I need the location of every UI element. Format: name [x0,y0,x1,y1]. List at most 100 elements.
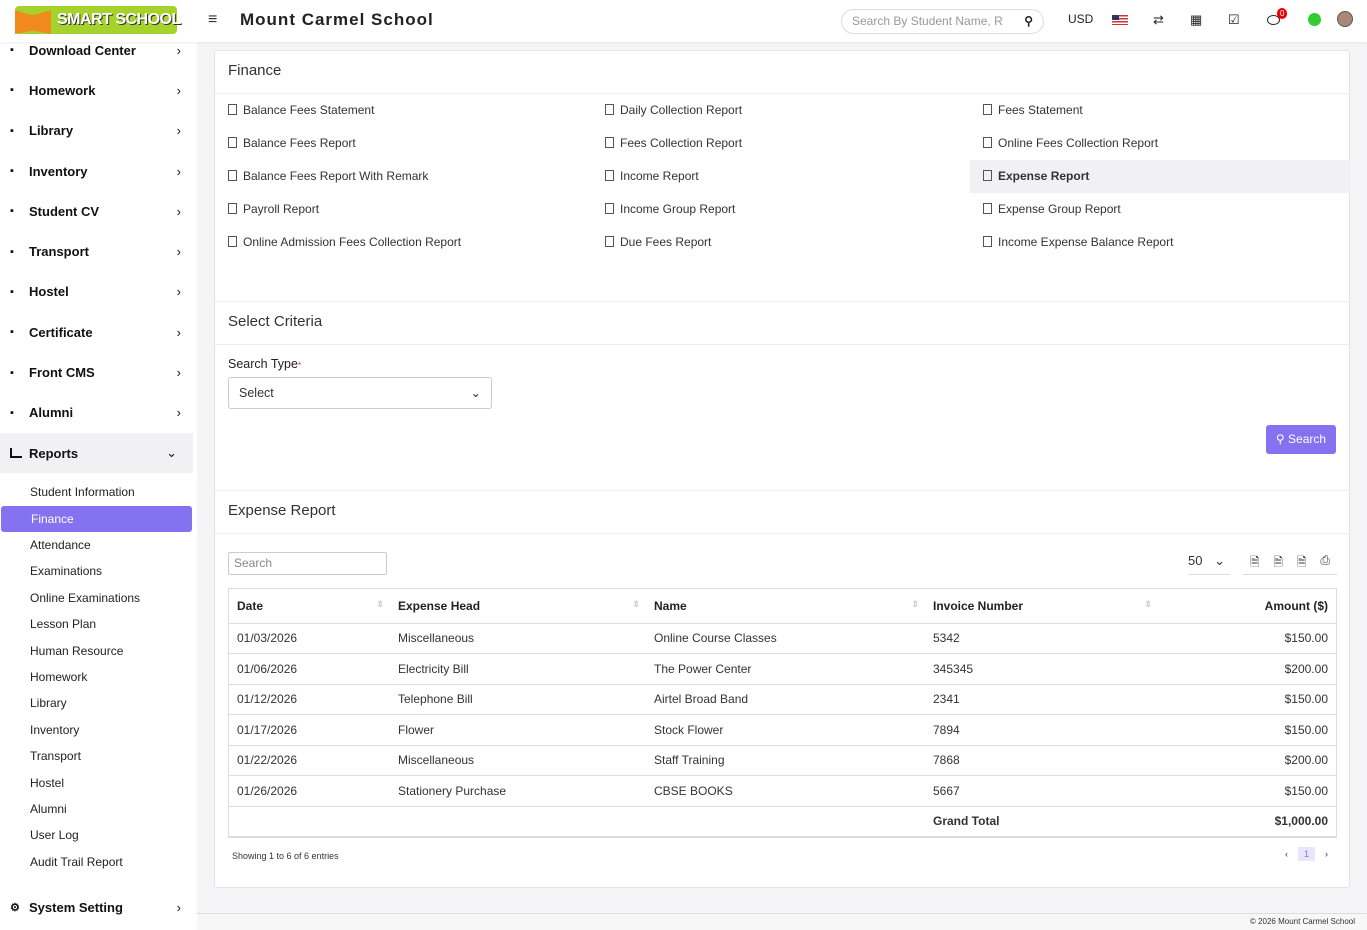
finance-link[interactable]: Due Fees Report [592,226,970,259]
sidebar-item-transport[interactable]: ▪ Transport › [10,244,181,260]
prev-page-button[interactable]: ‹ [1285,849,1288,859]
file-icon [605,236,614,247]
page-size-select[interactable]: 50 ⌄ [1188,553,1230,575]
sidebar-sub-library[interactable]: Library [30,696,67,711]
finance-link[interactable]: Online Admission Fees Collection Report [215,226,592,259]
chevron-right-icon: › [176,899,181,915]
page-1-button[interactable]: 1 [1298,847,1316,861]
grand-total-label: Grand Total [925,806,1158,837]
menu-toggle-icon[interactable]: ≡ [208,11,218,28]
whatsapp-icon[interactable] [1308,13,1321,26]
sidebar-sub-online-examinations[interactable]: Online Examinations [30,590,141,605]
finance-link[interactable]: Income Report [592,160,970,193]
us-flag-icon[interactable] [1112,15,1128,25]
finance-link[interactable]: Income Group Report [592,193,970,226]
file-icon [228,236,237,247]
sidebar-item-system-setting[interactable]: ⚙ System Setting › [10,899,181,915]
column-header[interactable]: Date ⇕ [229,589,390,624]
table-row: 01/06/2026 Electricity Bill The Power Cent… [229,653,1336,685]
finance-link[interactable]: Payroll Report [215,193,592,226]
finance-link[interactable]: Daily Collection Report [592,94,970,127]
sidebar-sub-examinations[interactable]: Examinations [30,564,103,579]
finance-link[interactable]: Income Expense Balance Report [970,226,1350,259]
file-icon [983,170,992,181]
avatar[interactable] [1337,11,1353,27]
print-icon[interactable]: ⎙ [1320,553,1331,567]
table-cell: 5667 [925,775,1158,807]
sidebar-sub-alumni[interactable]: Alumni [30,801,67,816]
column-header[interactable]: Amount ($) [1158,589,1336,624]
csv-export-icon[interactable]: 🗎 [1273,555,1284,569]
sidebar-item-homework[interactable]: ▪ Homework › [10,82,181,98]
table-cell: 01/12/2026 [229,684,390,715]
sidebar-item-library[interactable]: ▪ Library › [10,123,181,139]
sidebar-sub-student-information[interactable]: Student Information [30,485,135,500]
table-cell: 01/26/2026 [229,775,390,807]
pdf-export-icon[interactable]: 🗎 [1296,555,1307,569]
sidebar-sub-user-log[interactable]: User Log [30,828,79,843]
sidebar-item-student-cv[interactable]: ▪ Student CV › [10,203,181,219]
chart-line-icon [10,448,22,459]
chevron-right-icon: › [176,365,181,381]
column-header[interactable]: Invoice Number ⇕ [925,589,1158,624]
sidebar-sub-finance[interactable]: Finance [1,505,192,533]
sort-icon[interactable]: ⇕ [1144,598,1152,609]
sidebar-sub-homework[interactable]: Homework [30,670,88,684]
chat-icon[interactable] [1267,15,1280,25]
sidebar-sub-lesson-plan[interactable]: Lesson Plan [30,617,97,632]
chevron-right-icon: › [176,123,181,139]
finance-link[interactable]: Balance Fees Statement [215,94,592,127]
table-cell: Online Course Classes [646,623,925,654]
sidebar-item-front-cms[interactable]: ▪ Front CMS › [10,365,181,381]
finance-link[interactable]: Expense Report [970,160,1350,193]
report-section: Expense Report Search 50 ⌄ 🗎 🗎 🗎 ⎙ Date ⇕ Exp… [215,490,1349,861]
column-header[interactable]: Name ⇕ [646,589,925,624]
sidebar-sub-audit-trail-report[interactable]: Audit Trail Report [30,854,123,869]
sidebar-item-reports[interactable]: Reports ⌄ [0,432,193,474]
next-page-button[interactable]: › [1325,849,1329,859]
table-row: 01/03/2026 Miscellaneous Online Course Cla… [229,623,1336,654]
sidebar-item-hostel[interactable]: ▪ Hostel › [10,284,181,300]
search-type-select[interactable]: Select ⌄ [228,377,492,409]
finance-link[interactable]: Fees Statement [970,94,1350,127]
finance-link[interactable]: Online Fees Collection Report [970,127,1350,160]
sidebar-sub-transport[interactable]: Transport [30,749,81,764]
sidebar-sub-attendance[interactable]: Attendance [30,538,91,553]
task-check-icon[interactable]: ☑ [1228,12,1240,27]
finance-link[interactable]: Expense Group Report [970,193,1350,226]
table-cell: Electricity Bill [390,653,646,685]
sidebar-sub-hostel[interactable]: Hostel [30,775,65,790]
sort-icon[interactable]: ⇕ [632,598,640,609]
finance-link[interactable]: Balance Fees Report [215,127,592,160]
finance-link[interactable]: Balance Fees Report With Remark [215,160,592,193]
sidebar: ▪ Download Center › ▪ Homework › ▪ Library › ▪ Inv… [0,42,197,930]
sidebar-item-certificate[interactable]: ▪ Certificate › [10,324,181,340]
sidebar-sub-human-resource[interactable]: Human Resource [30,643,124,658]
table-info: Showing 1 to 6 of 6 entries [232,851,339,861]
logo[interactable]: SMART SCHOOL [15,6,181,34]
table-search-input[interactable]: Search [228,552,387,575]
switch-icon[interactable]: ⇄ [1153,12,1164,27]
global-search-input[interactable]: Search By Student Name, R ⚲ [841,9,1044,34]
criteria-title: Select Criteria [215,302,1349,345]
currency-selector[interactable]: USD [1068,12,1094,26]
search-icon[interactable]: ⚲ [1024,14,1033,28]
school-name: Mount Carmel School [240,10,434,29]
sidebar-item-alumni[interactable]: ▪ Alumni › [10,405,181,421]
sidebar-item-inventory[interactable]: ▪ Inventory › [10,163,181,179]
file-icon [228,137,237,148]
table-cell: Staff Training [646,745,925,776]
sort-icon[interactable]: ⇕ [911,598,919,609]
search-button[interactable]: ⚲ Search [1266,425,1336,454]
sort-icon[interactable]: ⇕ [376,598,384,609]
finance-links: Balance Fees Statement Daily Collection R… [215,94,1350,259]
calendar-icon[interactable]: ▦ [1190,12,1203,27]
sidebar-sub-inventory[interactable]: Inventory [30,722,80,737]
table-row: 01/22/2026 Miscellaneous Staff Training 786… [229,745,1336,776]
table-cell: Miscellaneous [390,745,646,776]
excel-export-icon[interactable]: 🗎 [1249,555,1260,569]
finance-link[interactable]: Fees Collection Report [592,127,970,160]
sidebar-item-download-center[interactable]: ▪ Download Center › [10,42,181,58]
chevron-right-icon: › [176,405,181,421]
column-header[interactable]: Expense Head ⇕ [390,589,646,624]
